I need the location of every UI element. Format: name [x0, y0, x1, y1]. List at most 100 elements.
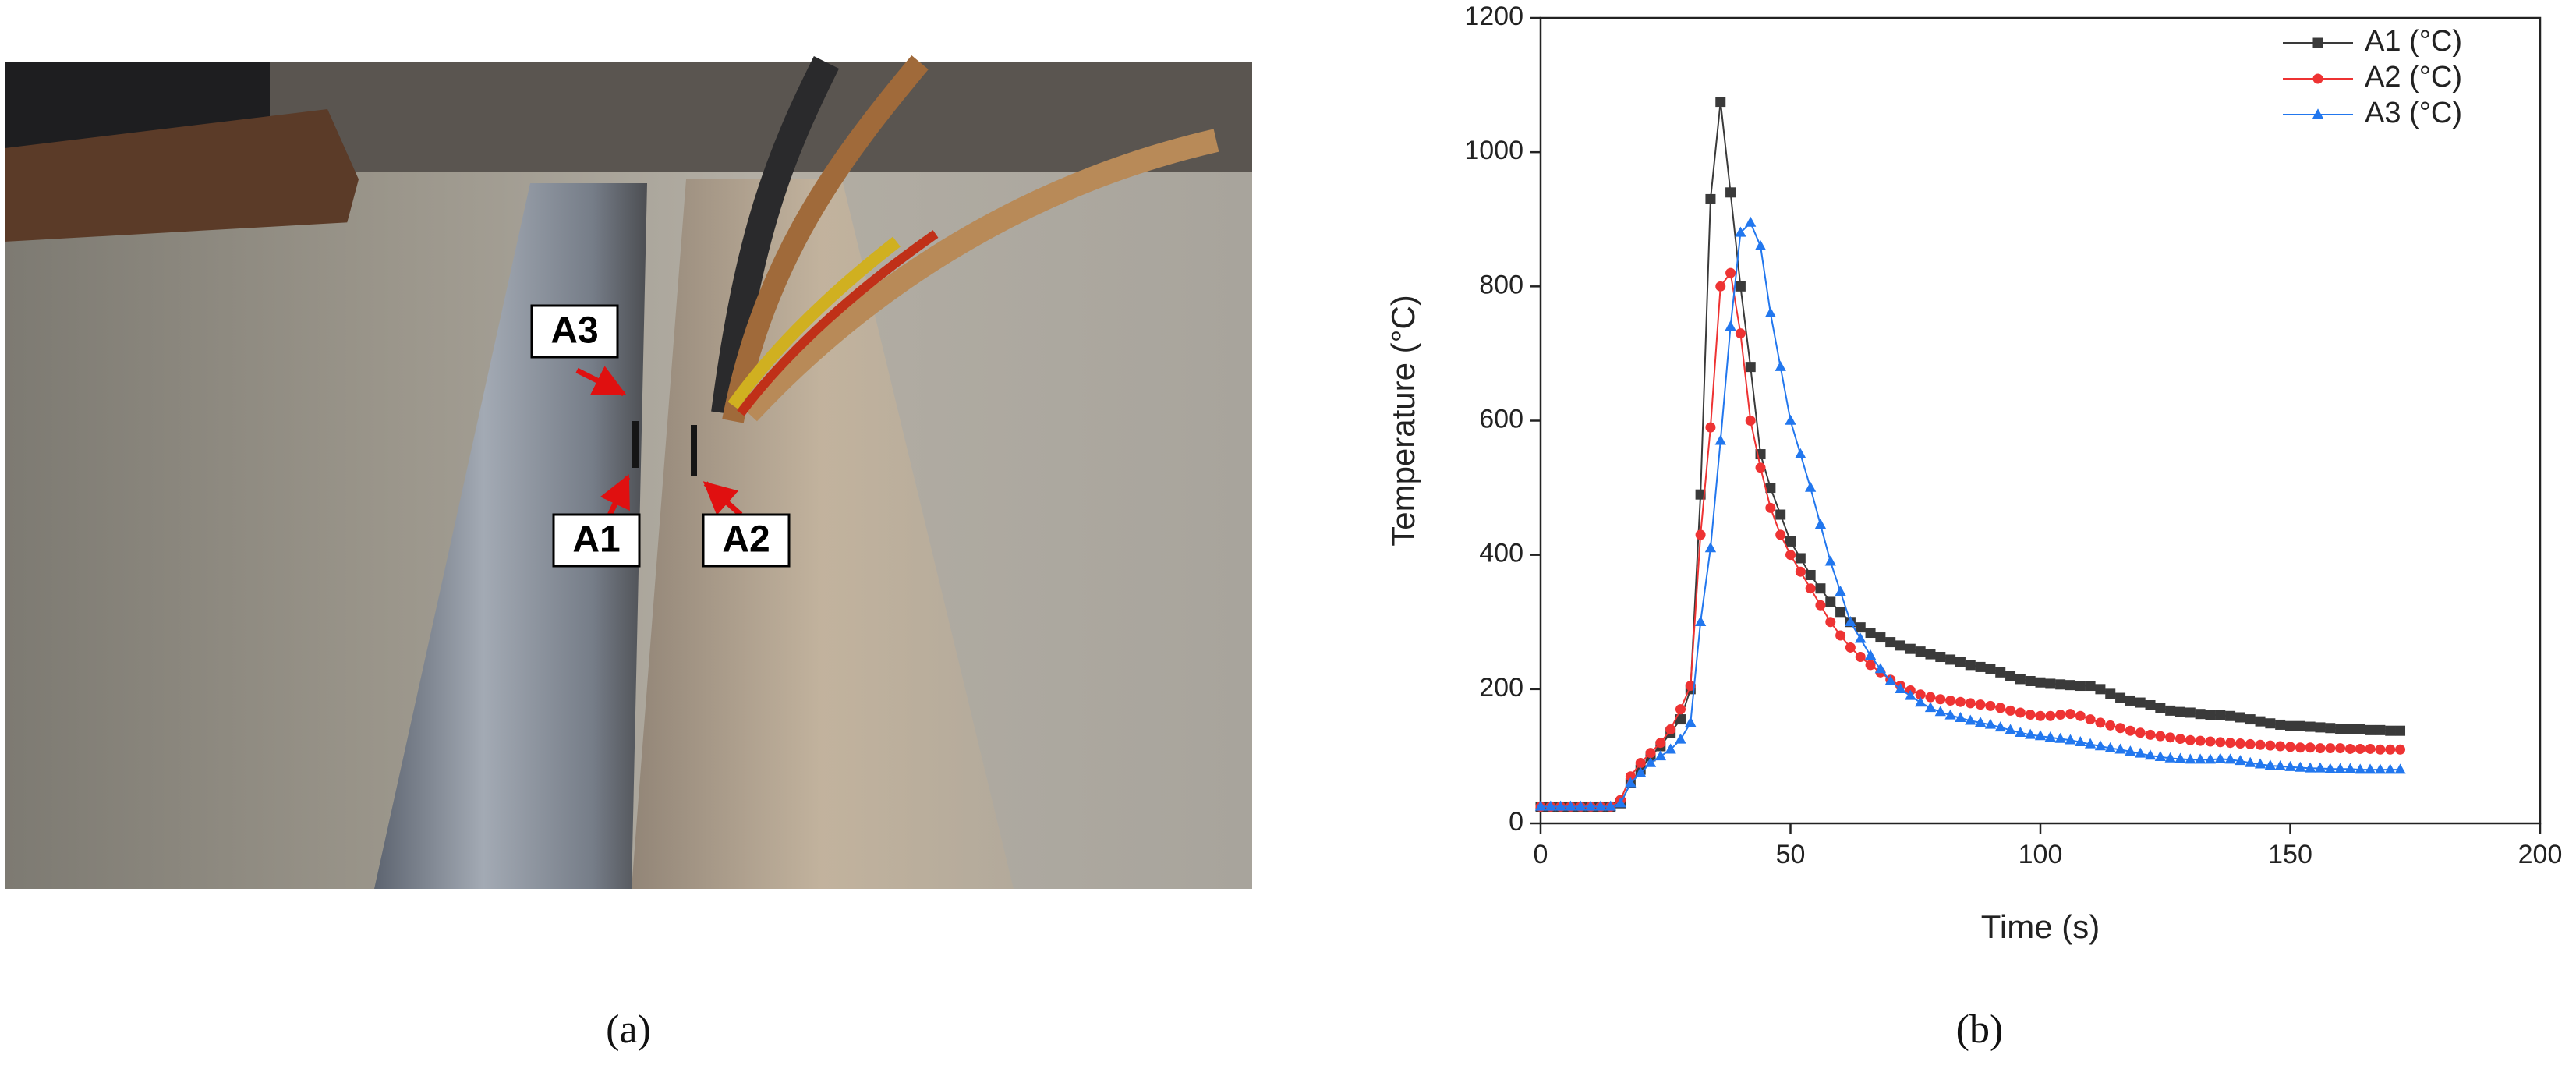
- data-point: [2174, 752, 2186, 763]
- photo: A3 A1 A2: [5, 55, 1252, 889]
- data-point: [1935, 694, 1946, 705]
- data-point: [1675, 714, 1686, 725]
- data-point: [2245, 714, 2256, 725]
- data-point: [2084, 738, 2097, 749]
- data-point: [1865, 660, 1876, 671]
- data-point: [2325, 723, 2336, 734]
- y-tick-label: 200: [1479, 673, 1523, 703]
- data-point: [1814, 519, 1827, 529]
- data-point: [2385, 744, 2396, 755]
- data-point: [2365, 743, 2376, 754]
- data-point: [1654, 750, 1666, 761]
- y-tick-label: 0: [1509, 807, 1523, 837]
- data-point: [1835, 630, 1846, 641]
- data-point: [2154, 750, 2166, 761]
- data-point: [2225, 738, 2236, 749]
- data-point: [2225, 710, 2236, 721]
- data-point: [1534, 800, 1547, 811]
- plot-frame: [1539, 16, 2542, 825]
- data-point: [2235, 738, 2245, 749]
- data-point: [1975, 661, 1986, 672]
- data-point: [1974, 717, 1987, 727]
- data-point: [2275, 741, 2286, 752]
- data-point: [1845, 615, 1856, 626]
- data-point: [1815, 600, 1826, 611]
- legend-marker: [2312, 108, 2324, 119]
- photo-arrow: [575, 366, 627, 397]
- photo-arrow: [600, 474, 631, 520]
- data-point: [2145, 729, 2156, 740]
- data-point: [2125, 725, 2135, 736]
- data-point: [2045, 678, 2056, 689]
- data-point: [2034, 730, 2047, 741]
- photo-label: A2: [722, 519, 770, 561]
- data-point: [2085, 681, 2096, 692]
- data-point: [2094, 740, 2107, 751]
- data-point: [2235, 755, 2246, 766]
- data-point: [1765, 483, 1776, 494]
- data-point: [2295, 761, 2306, 772]
- data-point: [2065, 709, 2075, 720]
- data-point: [2005, 724, 2016, 734]
- data-point: [2104, 742, 2116, 752]
- legend-label: A1 (°C): [2365, 25, 2462, 58]
- data-point: [1565, 800, 1576, 811]
- data-point: [1675, 704, 1686, 715]
- photo-wire: [727, 236, 901, 409]
- data-point: [2355, 724, 2365, 734]
- data-point: [1955, 712, 1966, 723]
- data-point: [1965, 714, 1976, 725]
- data-point: [2085, 714, 2096, 725]
- data-point: [2054, 732, 2066, 743]
- data-point: [2235, 712, 2245, 723]
- data-point: [2015, 674, 2026, 685]
- data-point: [2315, 743, 2326, 754]
- data-point: [2314, 762, 2327, 773]
- data-point: [1804, 481, 1817, 492]
- data-point: [1584, 800, 1597, 811]
- data-point: [2115, 723, 2126, 734]
- data-point: [1855, 622, 1866, 633]
- data-point: [2334, 763, 2346, 773]
- data-point: [2125, 695, 2135, 706]
- data-point: [2275, 719, 2286, 730]
- x-tick-label: 50: [1776, 840, 1806, 869]
- data-point: [2105, 688, 2116, 699]
- x-tick-label: 200: [2518, 840, 2563, 869]
- data-point: [1725, 320, 1736, 331]
- data-point: [1605, 800, 1616, 811]
- data-point: [1745, 416, 1756, 426]
- data-point: [2364, 763, 2376, 774]
- data-point: [1875, 632, 1886, 643]
- data-point: [1815, 583, 1826, 594]
- data-point: [2035, 677, 2046, 688]
- data-point: [1785, 414, 1796, 425]
- data-point: [2274, 760, 2286, 771]
- data-point: [2015, 726, 2026, 737]
- data-point: [2285, 742, 2295, 752]
- data-point: [1715, 97, 1726, 108]
- photo-wire: [722, 55, 929, 423]
- data-point: [2195, 709, 2206, 720]
- data-point: [1905, 689, 1916, 700]
- photo-label: A3: [550, 310, 598, 352]
- data-point: [1735, 226, 1746, 237]
- data-point: [2075, 681, 2086, 692]
- data-point: [2245, 738, 2256, 749]
- data-point: [1795, 553, 1806, 564]
- data-point: [2025, 710, 2036, 720]
- data-point: [1694, 615, 1707, 626]
- data-point: [1735, 281, 1746, 292]
- legend-label: A3 (°C): [2365, 97, 2462, 129]
- data-point: [2174, 734, 2185, 745]
- data-point: [2075, 710, 2086, 721]
- data-point: [1855, 652, 1866, 663]
- data-point: [2365, 724, 2376, 735]
- photo-weld-bead: [374, 183, 647, 889]
- data-point: [1825, 596, 1836, 607]
- data-point: [1915, 646, 1926, 657]
- data-point: [1915, 696, 1927, 707]
- data-point: [1965, 698, 1976, 709]
- data-point: [2165, 705, 2176, 716]
- data-point: [1934, 706, 1946, 717]
